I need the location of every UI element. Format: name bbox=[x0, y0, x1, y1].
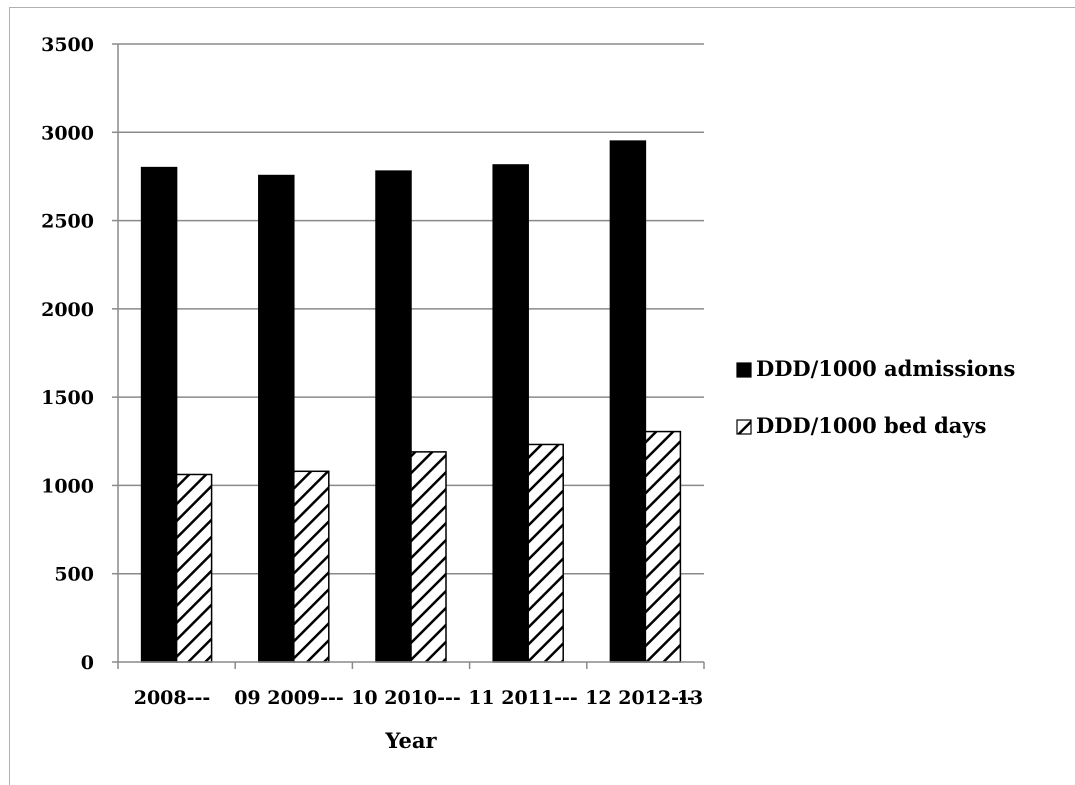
y-tick-labels: 0 500 1000 1500 2000 2500 3000 3500 bbox=[41, 34, 94, 674]
axes bbox=[117, 44, 705, 669]
x-axis-title: Year bbox=[384, 728, 437, 753]
bar-admissions bbox=[609, 140, 647, 663]
bar-bed-days bbox=[293, 470, 330, 663]
legend-label: DDD/1000 bed days bbox=[756, 413, 986, 438]
y-tick-label: 2500 bbox=[41, 211, 94, 233]
legend-swatch bbox=[736, 419, 752, 435]
bar-bed-days bbox=[644, 430, 682, 663]
x-tick-label: 2008--- bbox=[134, 687, 211, 709]
x-tick-label: 10 2010--- bbox=[351, 687, 461, 709]
y-tick-label: 3000 bbox=[41, 122, 94, 144]
x-tick-label: 09 2009--- bbox=[234, 687, 344, 709]
bar-admissions bbox=[492, 164, 529, 663]
legend: DDD/1000 admissions DDD/1000 bed days bbox=[736, 356, 1015, 438]
chart-frame bbox=[9, 7, 1075, 785]
y-tick-label: 1500 bbox=[41, 387, 94, 409]
bar-bed-days bbox=[175, 473, 213, 663]
y-tick-label: 2000 bbox=[41, 299, 94, 321]
y-tick-label: 0 bbox=[81, 652, 94, 674]
x-tick-labels: 2008--- 09 2009--- 10 2010--- 11 2011--- 12 … bbox=[134, 687, 704, 709]
y-tick-label: 1000 bbox=[41, 475, 94, 497]
bars bbox=[140, 140, 682, 663]
bar-admissions bbox=[258, 174, 295, 663]
bar-admissions bbox=[375, 170, 412, 663]
y-tick-label: 500 bbox=[54, 564, 94, 586]
x-tick-label: 11 2011--- bbox=[468, 687, 578, 709]
bar-bed-days bbox=[410, 451, 447, 663]
bar-admissions bbox=[140, 166, 178, 663]
y-tick-label: 3500 bbox=[41, 34, 94, 56]
bar-bed-days bbox=[527, 443, 564, 663]
x-tick-label: 13 bbox=[677, 687, 703, 709]
legend-label: DDD/1000 admissions bbox=[756, 356, 1015, 381]
legend-swatch bbox=[736, 362, 752, 378]
x-tick-label: 12 2012--- bbox=[585, 687, 695, 709]
